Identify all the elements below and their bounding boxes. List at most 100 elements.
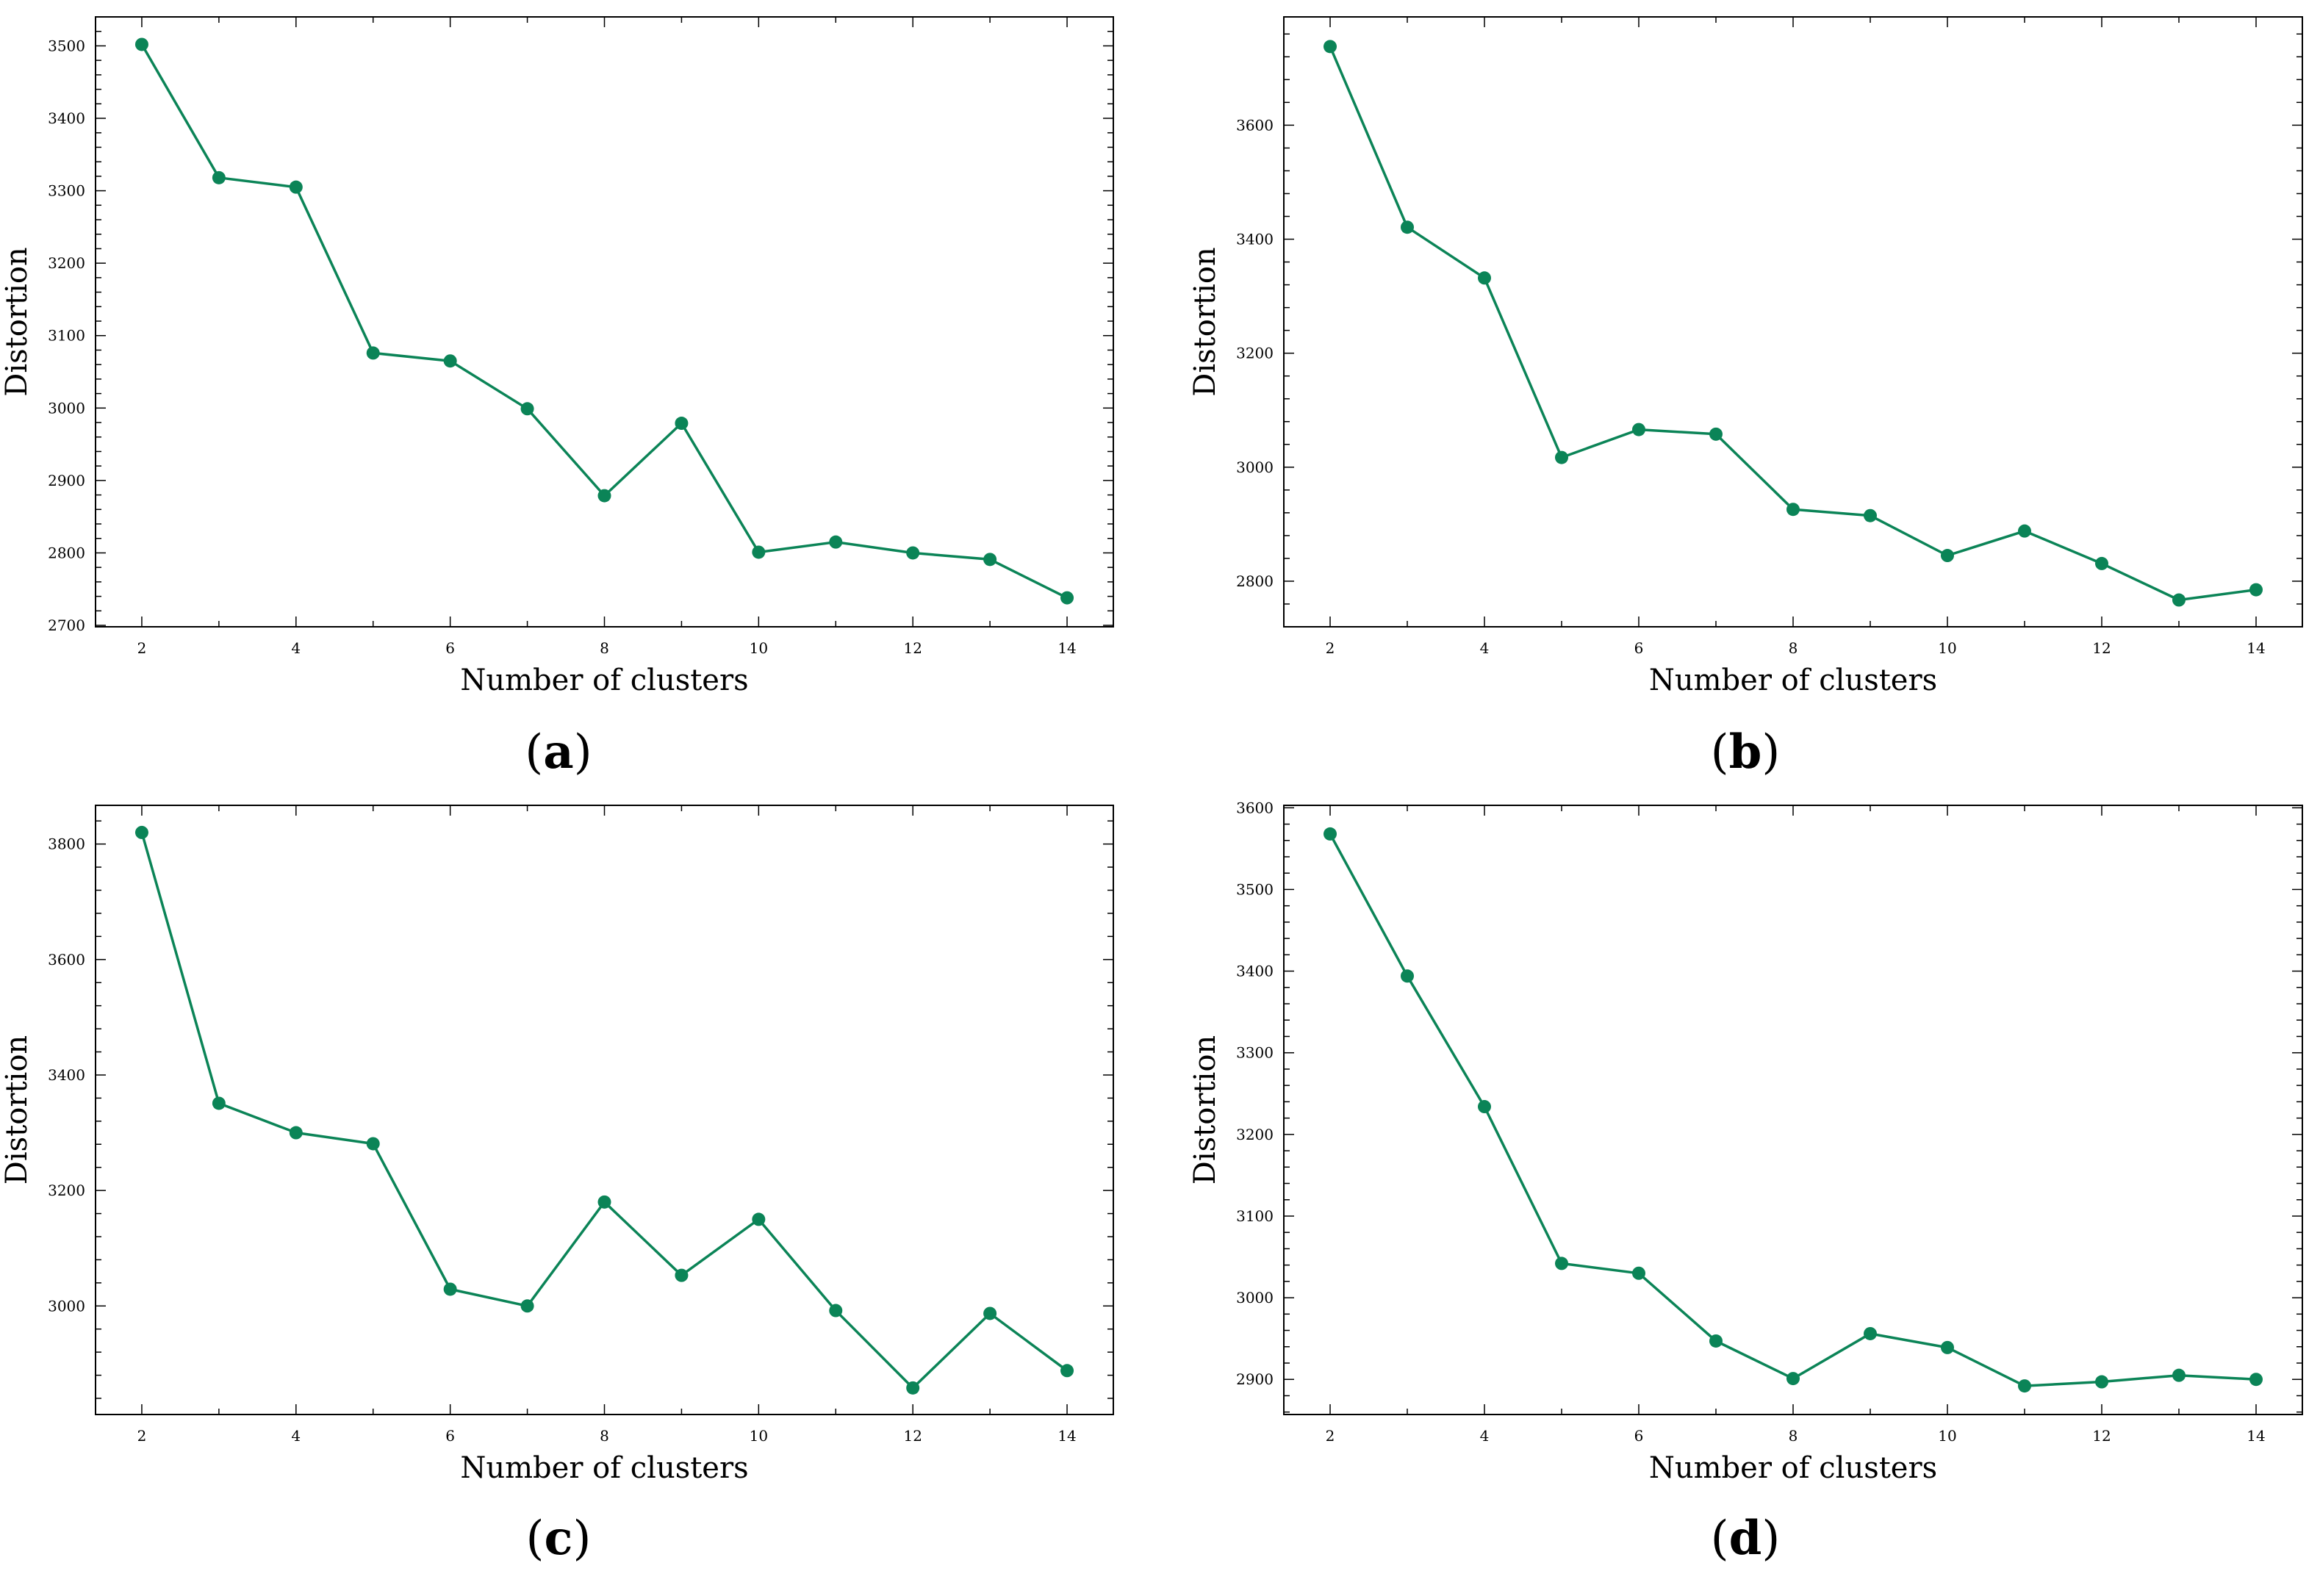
- data-point: [366, 346, 380, 360]
- x-tick-label: 8: [1789, 1427, 1798, 1445]
- data-point: [1709, 427, 1723, 441]
- y-tick-label: 3200: [48, 254, 85, 272]
- y-tick-label: 3800: [48, 835, 85, 853]
- x-tick-label: 10: [1938, 639, 1956, 657]
- data-point: [2172, 593, 2186, 607]
- data-point: [2018, 1379, 2031, 1393]
- x-tick-label: 10: [750, 639, 768, 657]
- x-tick-label: 2: [137, 639, 147, 657]
- data-point: [212, 1096, 226, 1110]
- data-point: [366, 1137, 380, 1151]
- y-tick-label: 3300: [1236, 1044, 1274, 1062]
- x-tick-label: 4: [291, 639, 301, 657]
- data-point: [906, 1381, 920, 1395]
- series-line: [1329, 833, 2257, 1387]
- data-point: [2249, 1373, 2263, 1387]
- y-tick-label: 3100: [48, 327, 85, 345]
- x-tick-label: 14: [2247, 1427, 2265, 1445]
- data-point: [675, 1268, 689, 1282]
- panel-caption: (d): [1711, 1511, 1781, 1566]
- y-tick-label: 3200: [48, 1182, 85, 1199]
- x-tick-label: 4: [291, 1427, 301, 1445]
- data-point: [675, 417, 689, 431]
- y-tick-label: 3000: [1236, 1289, 1274, 1306]
- panel-caption-letter: b: [1729, 725, 1762, 780]
- data-point: [443, 354, 457, 368]
- data-point: [1941, 1340, 1954, 1354]
- x-tick-label: 4: [1480, 1427, 1490, 1445]
- data-point: [289, 1126, 303, 1140]
- data-point: [1060, 591, 1074, 605]
- data-point: [1324, 40, 1337, 54]
- y-axis-label: Distortion: [1188, 1035, 1222, 1185]
- data-point: [597, 489, 611, 503]
- data-point: [752, 1212, 766, 1226]
- data-point: [1060, 1364, 1074, 1378]
- data-point: [983, 1306, 997, 1320]
- y-tick-label: 3500: [1236, 880, 1274, 898]
- data-point: [1632, 1266, 1645, 1280]
- x-axis-label: Number of clusters: [1649, 664, 1937, 697]
- x-tick-label: 12: [903, 639, 922, 657]
- data-point: [1478, 271, 1491, 285]
- y-tick-label: 2800: [1236, 572, 1274, 590]
- chart-panel-c: 2 4 6 8 10 12 14 3000 3200 3400 3600 3800 Number of …: [0, 805, 1114, 1566]
- panel-caption: (c): [526, 1511, 592, 1566]
- data-point: [520, 402, 534, 416]
- y-axis-label: Distortion: [1188, 247, 1222, 396]
- panel-caption: (a): [525, 725, 592, 780]
- data-point: [1324, 827, 1337, 841]
- x-tick-label: 14: [1057, 1427, 1076, 1445]
- x-tick-label: 6: [1634, 1427, 1644, 1445]
- data-point: [2095, 1375, 2108, 1389]
- y-tick-label: 3600: [1236, 116, 1274, 134]
- plot-frame: [1283, 16, 2303, 628]
- data-point: [1401, 969, 1414, 983]
- data-point: [906, 546, 920, 560]
- x-tick-label: 2: [137, 1427, 147, 1445]
- data-point: [1941, 549, 1954, 563]
- panel-caption-letter: c: [545, 1511, 573, 1566]
- data-point: [1786, 503, 1800, 517]
- y-tick-label: 3000: [1236, 459, 1274, 476]
- x-tick-label: 8: [600, 639, 609, 657]
- y-tick-label: 3200: [1236, 345, 1274, 362]
- x-axis-label: Number of clusters: [460, 664, 748, 697]
- chart-panel-a: 2 4 6 8 10 12 14 2700 2800 2900 3000 3100 3200 3300 34…: [0, 16, 1114, 780]
- data-point: [443, 1282, 457, 1296]
- y-tick-label: 3000: [48, 399, 85, 417]
- y-tick-label: 2800: [48, 544, 85, 561]
- x-tick-label: 6: [1634, 639, 1644, 657]
- y-tick-label: 3600: [1236, 799, 1274, 816]
- y-tick-label: 2900: [1236, 1370, 1274, 1388]
- data-point: [2172, 1368, 2186, 1382]
- x-tick-label: 2: [1326, 639, 1335, 657]
- x-tick-label: 8: [600, 1427, 609, 1445]
- x-tick-label: 12: [2092, 639, 2111, 657]
- data-point: [2249, 583, 2263, 597]
- x-tick-label: 12: [2092, 1427, 2111, 1445]
- data-point: [829, 535, 843, 549]
- panel-caption-letter: d: [1729, 1511, 1762, 1566]
- data-point: [1478, 1100, 1491, 1114]
- x-tick-label: 8: [1789, 639, 1798, 657]
- y-tick-label: 3400: [48, 1066, 85, 1084]
- y-tick-label: 3200: [1236, 1126, 1274, 1143]
- y-tick-label: 3600: [48, 951, 85, 968]
- x-tick-label: 6: [445, 1427, 455, 1445]
- y-tick-label: 3300: [48, 182, 85, 200]
- x-tick-label: 10: [750, 1427, 768, 1445]
- data-point: [134, 37, 148, 51]
- data-point: [752, 545, 766, 559]
- data-point: [983, 553, 997, 567]
- series-line: [1329, 46, 2257, 602]
- data-point: [1709, 1334, 1723, 1348]
- data-point: [1555, 1257, 1568, 1270]
- x-tick-label: 2: [1326, 1427, 1335, 1445]
- x-tick-label: 12: [903, 1427, 922, 1445]
- panel-caption-letter: a: [543, 725, 573, 780]
- series-line: [140, 43, 1068, 600]
- data-point: [520, 1299, 534, 1313]
- chart-panel-b: 2 4 6 8 10 12 14 2800 3000 3200 3400 3600 Number of …: [1188, 16, 2303, 780]
